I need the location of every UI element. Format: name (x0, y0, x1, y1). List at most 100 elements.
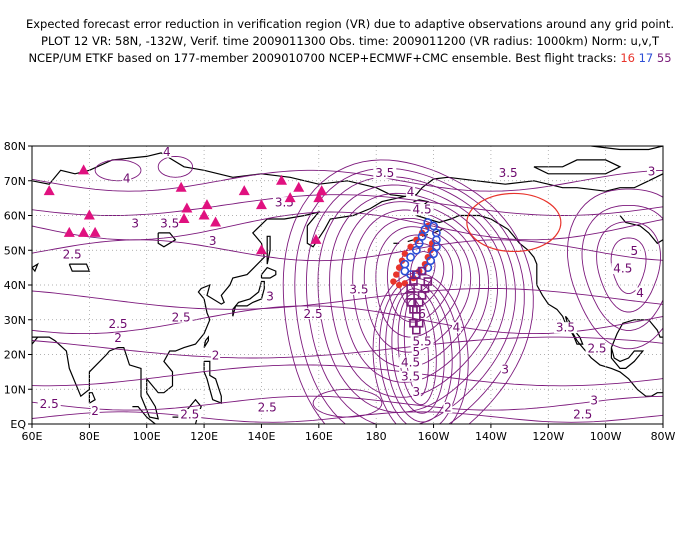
coastline-19 (407, 239, 414, 243)
x-tick-label: 60E (22, 430, 43, 443)
contour-central-4 (363, 217, 472, 353)
contour-label-bg (635, 287, 645, 299)
track-16-point (398, 257, 406, 264)
contour-label-bg (417, 308, 427, 320)
track-16-point (390, 278, 397, 285)
contour-label: 4.5 (613, 262, 632, 276)
coastline-11 (413, 199, 663, 397)
contour-label-bg (411, 386, 421, 398)
x-tick-label: 120E (190, 430, 218, 443)
contour-broad-7 (32, 364, 663, 387)
contour-label-bg (208, 235, 218, 247)
contour-label: 3.5 (499, 166, 518, 180)
contour-label-bg (571, 409, 595, 421)
contour-south-5 (372, 272, 469, 424)
contour-label-bg (122, 172, 132, 184)
contour-label-bg (255, 402, 279, 414)
contour-label: 2.5 (573, 408, 592, 422)
observation-site-marker (313, 192, 325, 203)
coastline-13 (610, 347, 645, 369)
track-16-point (395, 281, 403, 289)
flight-tracks (390, 218, 441, 335)
verification-region (466, 192, 562, 253)
x-tick-label: 140W (475, 430, 507, 443)
y-tick-label: EQ (10, 418, 26, 431)
contour-label: 3.5 (401, 369, 420, 383)
contour-central-3 (375, 226, 463, 338)
contour-label-bg (169, 311, 193, 323)
coastline-2 (232, 280, 265, 317)
observation-site-marker (293, 181, 305, 192)
track-17-point (423, 218, 433, 227)
coastline-0 (32, 152, 405, 197)
contour-label-bg (265, 290, 275, 302)
contour-loop-b (157, 155, 194, 178)
contour-label-bg (410, 204, 434, 216)
contour-label: 3.5 (160, 216, 179, 230)
coastline-4 (266, 235, 271, 265)
contour-label: 2 (114, 331, 122, 345)
contour-label-bg (90, 405, 100, 417)
contour-label: 2.5 (108, 317, 127, 331)
track-16-point (407, 243, 414, 250)
contour-label-bg (496, 167, 520, 179)
contour-loop-a (94, 159, 142, 182)
title-line-1: Expected forecast error reduction in ver… (25, 17, 675, 31)
lake-balkhash (68, 263, 91, 272)
x-tick-label: 120W (532, 430, 564, 443)
lake-baikal (157, 232, 177, 248)
contour-loop-c (312, 388, 383, 418)
contour-label: 4.5 (413, 203, 432, 217)
contour-label: 3 (501, 362, 509, 376)
track-55-point (412, 325, 421, 335)
track-16-point (421, 260, 429, 268)
contour-label-bg (0, 187, 23, 198)
contour-label: 3 (648, 164, 656, 178)
coastline-1 (32, 195, 406, 420)
observation-site-marker (89, 226, 101, 237)
contour-label-bg (451, 322, 461, 334)
contour-label-bg (130, 217, 140, 229)
contour-label-bg (589, 395, 599, 407)
y-tick-label: 10N (4, 383, 26, 396)
contour-label: 6 (418, 307, 426, 321)
contour-label-bg (399, 356, 423, 368)
contour-label-bg (347, 283, 371, 295)
contour-label-bg (60, 249, 84, 261)
contour-label: 2.5 (172, 310, 191, 324)
observation-site-marker (276, 174, 288, 185)
track-17-point (414, 238, 424, 248)
contour-label: 2.5 (63, 248, 82, 262)
x-axis-ticks: 60E 80E 100E 120E 140E 160E 180 160W 140W 120W 100… (22, 424, 676, 443)
contour-label: 2.5 (304, 307, 323, 321)
contour-label: 2.5 (180, 408, 199, 422)
contour-label: 3 (266, 289, 274, 303)
contour-east-1 (596, 221, 662, 313)
y-tick-label: 70N (4, 175, 26, 188)
track-16-point (393, 271, 400, 278)
observation-site-marker (181, 202, 193, 213)
contour-label: 2 (91, 404, 99, 418)
observation-site-marker (255, 244, 267, 255)
track-17-point (417, 231, 427, 241)
contour-label-bg (37, 398, 61, 410)
contour-south-2 (391, 288, 445, 414)
x-tick-label: 80W (651, 430, 676, 443)
contour-label-bg (500, 363, 510, 375)
contour-central-5 (352, 209, 481, 368)
contour-label-bg (113, 332, 123, 344)
track-17-point (411, 245, 421, 255)
contour-label: 4 (163, 145, 171, 159)
contour-label-bg (410, 336, 434, 348)
track-16-point (401, 250, 409, 257)
contour-label: 2.5 (40, 397, 59, 411)
title-line-2: PLOT 12 VR: 58N, -132W, Verif. time 2009… (41, 34, 659, 48)
contour-label: 3.5 (349, 282, 368, 296)
coastline-10 (404, 173, 663, 197)
track-55-point (423, 277, 433, 286)
coastline-15 (619, 215, 663, 245)
track-17-point (432, 228, 441, 238)
track-17-point (426, 256, 436, 266)
observation-site-marker (63, 226, 75, 237)
